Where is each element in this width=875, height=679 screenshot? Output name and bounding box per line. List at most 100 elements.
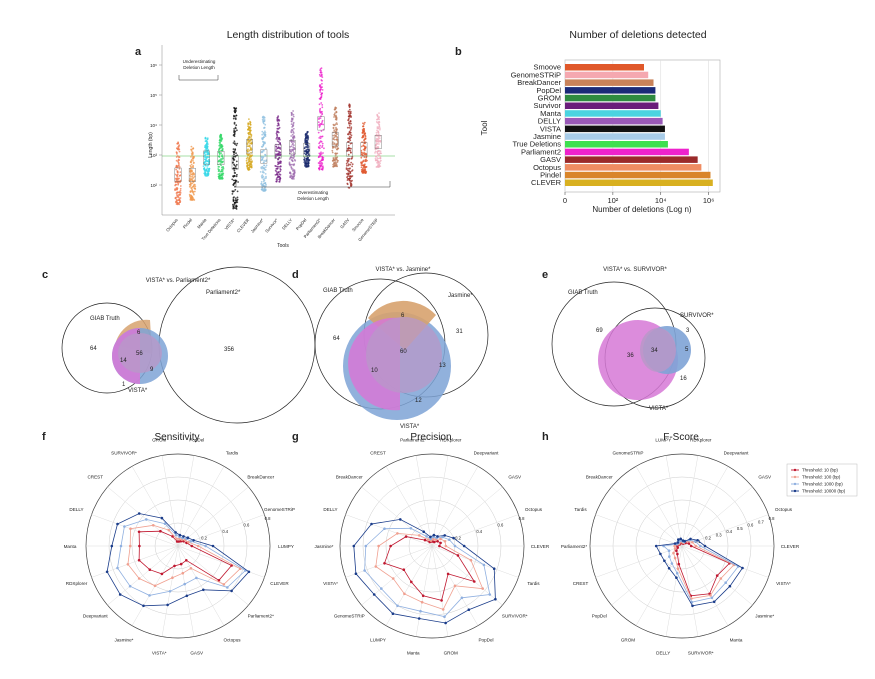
radar-point: [728, 584, 732, 588]
category-label: Pindel: [540, 171, 561, 180]
strip-point: [277, 158, 279, 161]
strip-point: [275, 165, 277, 168]
strip-point: [321, 162, 324, 165]
strip-point: [376, 115, 379, 118]
strip-point: [264, 173, 267, 175]
strip-point: [376, 138, 379, 141]
strip-point: [321, 168, 323, 171]
venn-e-count-survivor: 3: [686, 328, 690, 334]
strip-point: [292, 176, 295, 179]
strip-point: [234, 126, 237, 129]
overestimate-annotation-2: Deletion Length: [297, 196, 329, 201]
strip-point: [377, 116, 380, 119]
strip-point: [235, 144, 238, 147]
strip-point: [365, 166, 368, 168]
panel-a-yticks: 10² 10³ 10⁴ 10⁵ 10⁶: [150, 63, 162, 188]
strip-point: [276, 127, 279, 130]
radar-point: [148, 568, 152, 571]
strip-point: [378, 112, 380, 114]
radar-point: [673, 544, 676, 548]
strip-point: [347, 149, 350, 152]
strip-point: [363, 130, 365, 133]
strip-point: [263, 131, 265, 134]
radar-spoke: [385, 545, 433, 626]
radar-point: [673, 547, 677, 550]
bar-smoove: [565, 64, 644, 71]
radar-point: [160, 572, 164, 576]
strip-point: [246, 143, 249, 146]
strip-point: [217, 170, 220, 173]
radar-axis-label: SURVIVOR*: [688, 650, 714, 655]
strip-point: [263, 159, 266, 162]
strip-point: [304, 163, 306, 165]
strip-point: [205, 157, 208, 160]
strip-point: [318, 167, 320, 170]
radar-point: [128, 584, 132, 588]
strip-point: [378, 118, 380, 121]
strip-point: [348, 179, 351, 182]
strip-point: [245, 157, 248, 160]
strip-point: [347, 140, 350, 143]
radar-point: [667, 549, 671, 552]
radar-point: [443, 540, 447, 543]
radar-point: [441, 608, 445, 611]
radar-point: [677, 538, 680, 541]
bar-parliament2: [565, 148, 689, 156]
strip-point: [192, 156, 195, 158]
strip-point: [263, 116, 266, 119]
strip-point: [378, 152, 381, 155]
strip-point: [263, 120, 266, 122]
strip-point: [277, 163, 279, 166]
strip-point: [348, 112, 350, 115]
strip-point: [318, 103, 321, 106]
radar-point: [432, 533, 436, 537]
strip-point: [177, 183, 180, 186]
strip-point: [319, 86, 322, 88]
radar-rtick: 0.4: [476, 529, 482, 534]
radar-point: [370, 522, 373, 526]
strip-point: [249, 129, 252, 132]
strip-point: [307, 158, 309, 161]
strip-point: [275, 168, 278, 170]
radar-point: [425, 535, 428, 538]
strip-point: [307, 138, 309, 141]
strip-point: [290, 151, 292, 153]
strip-point: [191, 178, 193, 181]
strip-point: [303, 158, 305, 161]
strip-point: [346, 164, 348, 167]
strip-point: [260, 155, 263, 158]
strip-point: [365, 156, 368, 159]
radar-point: [116, 566, 119, 570]
radar-point: [195, 576, 198, 580]
venn-c-count-giab-vista: 14: [120, 358, 127, 364]
radar-point: [433, 540, 436, 544]
strip-point: [364, 160, 367, 163]
radar-point: [174, 533, 178, 537]
strip-point: [321, 79, 323, 82]
venn-e-label-giab: GIAB Truth: [568, 290, 598, 296]
radar-point: [211, 544, 215, 548]
strip-point: [307, 154, 310, 156]
strip-point: [204, 174, 207, 177]
strip-point: [176, 202, 179, 205]
radar-point: [402, 568, 406, 571]
strip-point: [322, 123, 325, 126]
venn-d-count-vista: 12: [415, 398, 422, 404]
radar-point: [142, 604, 145, 608]
strip-point: [190, 161, 193, 164]
radar-spoke: [177, 486, 249, 547]
strip-point: [249, 130, 252, 133]
radar-precision: RDXplorer Deepvariant GASV Octopus CLEVER Tar…: [315, 438, 550, 656]
strip-point: [247, 122, 250, 125]
strip-point: [260, 183, 263, 186]
venn-e-count-giab: 69: [596, 328, 603, 334]
radar-point: [709, 594, 712, 597]
strip-point: [332, 126, 335, 129]
radar-axis-label: LUMPY: [278, 544, 294, 549]
legend-marker: [793, 482, 797, 486]
radar-point: [438, 544, 441, 548]
radar-point: [421, 594, 425, 598]
strip-point: [290, 114, 293, 117]
strip-point: [177, 142, 180, 145]
strip-point: [303, 152, 306, 155]
